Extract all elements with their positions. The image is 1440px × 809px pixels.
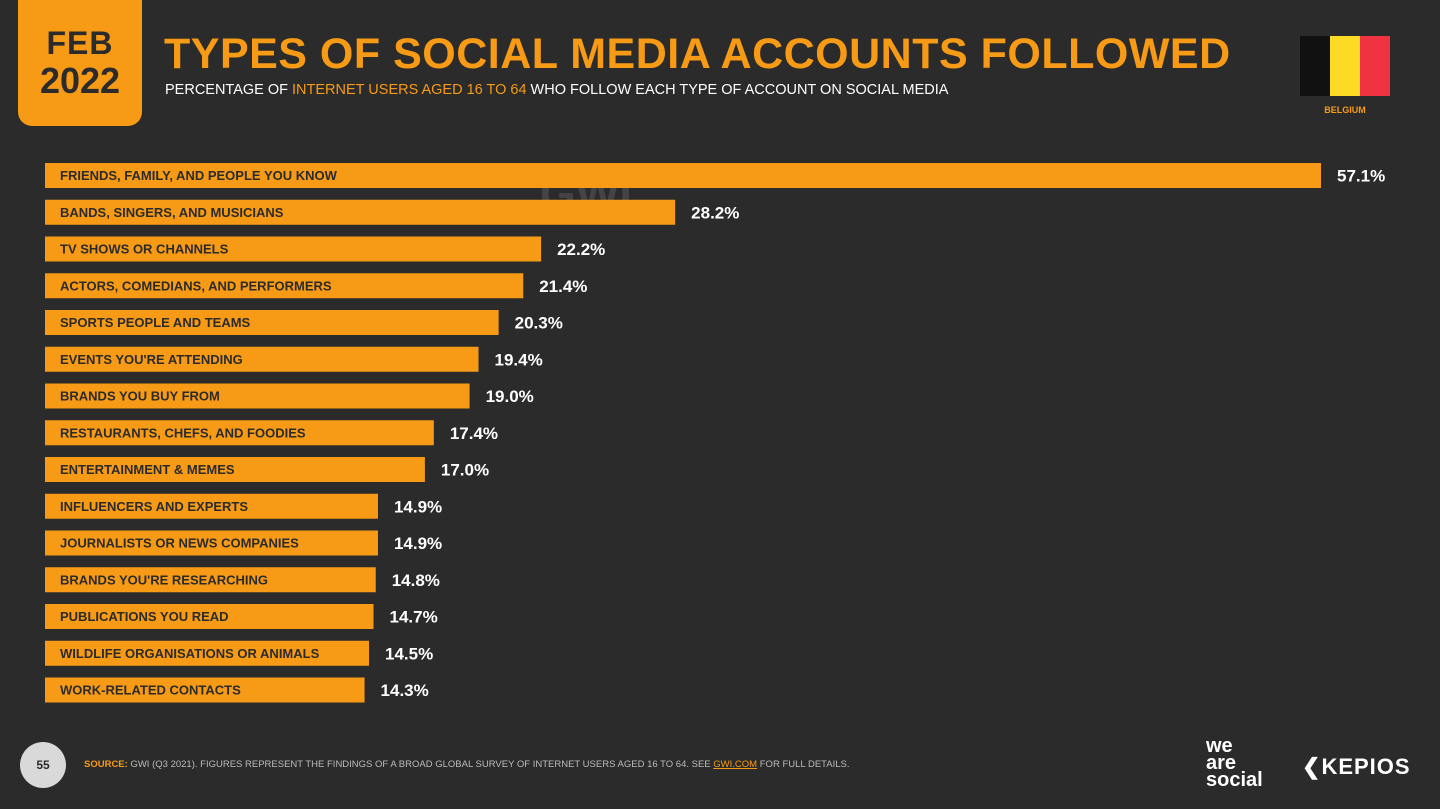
bar: [45, 383, 470, 409]
source-after: FOR FULL DETAILS.: [757, 759, 850, 770]
value-label: 19.4%: [495, 350, 543, 369]
category-label: JOURNALISTS OR NEWS COMPANIES: [60, 536, 299, 551]
value-label: 21.4%: [539, 277, 587, 296]
value-label: 17.4%: [450, 424, 498, 443]
subtitle-before: PERCENTAGE OF: [165, 82, 293, 98]
page-title: TYPES OF SOCIAL MEDIA ACCOUNTS FOLLOWED: [164, 30, 1231, 78]
value-label: 14.8%: [392, 571, 440, 590]
bar: [45, 199, 676, 225]
category-label: ENTERTAINMENT & MEMES: [60, 462, 235, 477]
value-label: 20.3%: [515, 314, 563, 333]
source-link[interactable]: GWI.COM: [713, 759, 758, 770]
category-label: WILDLIFE ORGANISATIONS OR ANIMALS: [60, 646, 320, 661]
category-label: WORK-RELATED CONTACTS: [60, 683, 241, 698]
value-label: 22.2%: [557, 240, 605, 259]
value-label: 19.0%: [486, 387, 534, 406]
value-label: 14.9%: [394, 497, 442, 516]
value-label: 28.2%: [691, 203, 739, 222]
logo-line-1: we: [1206, 735, 1233, 757]
category-label: INFLUENCERS AND EXPERTS: [60, 499, 248, 514]
flag-label: BELGIUM: [1324, 105, 1366, 115]
category-label: ACTORS, COMEDIANS, AND PERFORMERS: [60, 278, 332, 293]
date-year: 2022: [39, 60, 121, 101]
source-label: SOURCE:: [84, 759, 128, 770]
category-label: BRANDS YOU BUY FROM: [60, 389, 220, 404]
bar: [45, 493, 378, 519]
flag-stripe-black: [1300, 36, 1330, 96]
flag-stripe-yellow: [1330, 36, 1360, 96]
category-label: SPORTS PEOPLE AND TEAMS: [60, 315, 251, 330]
value-label: 14.9%: [394, 534, 442, 553]
date-month: FEB: [46, 25, 114, 61]
category-label: PUBLICATIONS YOU READ: [60, 609, 229, 624]
flag-stripe-red: [1360, 36, 1390, 96]
bar: [45, 640, 370, 666]
category-label: RESTAURANTS, CHEFS, AND FOODIES: [60, 425, 306, 440]
bar: [45, 310, 499, 335]
value-label: 57.1%: [1337, 167, 1385, 186]
date-badge: FEB 2022: [18, 0, 142, 126]
source-note: SOURCE: GWI (Q3 2021). FIGURES REPRESENT…: [84, 759, 850, 770]
category-label: BANDS, SINGERS, AND MUSICIANS: [60, 205, 284, 220]
bar: [45, 457, 425, 482]
source-text: GWI (Q3 2021). FIGURES REPRESENT THE FIN…: [127, 759, 714, 770]
value-label: 14.5%: [385, 644, 433, 663]
bar: [45, 530, 378, 556]
category-label: BRANDS YOU'RE RESEARCHING: [60, 572, 268, 587]
page-number: 55: [20, 742, 66, 788]
bar: [45, 604, 374, 629]
value-label: 14.3%: [381, 681, 429, 700]
bar: [45, 236, 542, 262]
bar: [45, 420, 434, 446]
bar: [45, 677, 365, 703]
subtitle-after: WHO FOLLOW EACH TYPE OF ACCOUNT ON SOCIA…: [526, 82, 949, 98]
bar: [45, 273, 524, 299]
category-label: FRIENDS, FAMILY, AND PEOPLE YOU KNOW: [60, 168, 338, 183]
we-are-social-logo: we are social: [1206, 735, 1263, 791]
category-label: EVENTS YOU'RE ATTENDING: [60, 352, 243, 367]
logo-line-2: are: [1206, 752, 1237, 774]
kepios-name: KEPIOS: [1321, 754, 1411, 779]
logo-line-3: social: [1206, 769, 1263, 791]
value-label: 17.0%: [441, 461, 489, 480]
value-label: 14.7%: [389, 608, 437, 627]
subtitle-highlight: INTERNET USERS AGED 16 TO 64: [292, 82, 527, 98]
category-label: TV SHOWS OR CHANNELS: [60, 242, 229, 257]
bar: [45, 163, 1321, 188]
bar: [45, 567, 376, 593]
belgium-flag-icon: [1300, 36, 1390, 96]
page-subtitle: PERCENTAGE OF INTERNET USERS AGED 16 TO …: [165, 82, 948, 98]
kepios-logo: ❮KEPIOS: [1302, 754, 1411, 780]
kepios-k-icon: ❮: [1302, 754, 1322, 779]
bar: [45, 346, 479, 372]
